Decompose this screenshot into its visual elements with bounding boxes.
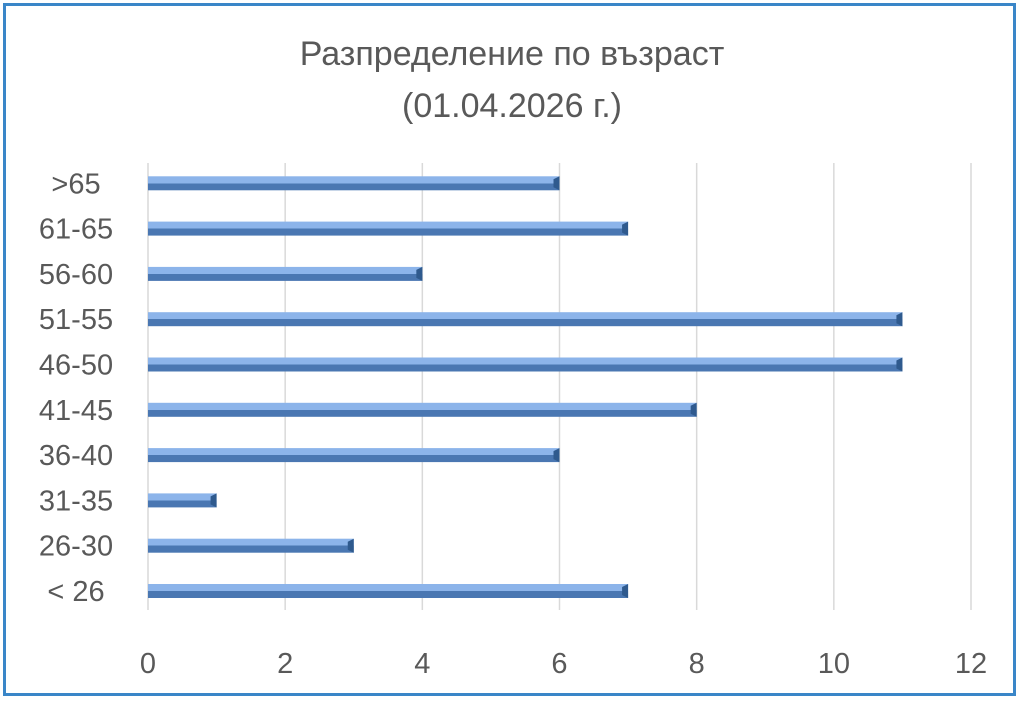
- x-tick-label: 8: [689, 648, 705, 680]
- y-category-label: >65: [51, 168, 100, 200]
- x-tick-label: 6: [551, 648, 567, 680]
- bar-end-cap: [690, 402, 697, 417]
- x-axis-tick-labels: 0 2 4 6 8 10 12: [140, 648, 987, 680]
- bar-56-60: [148, 266, 423, 281]
- y-category-label: 51-55: [39, 304, 113, 336]
- y-category-label: 46-50: [39, 350, 113, 382]
- bar-end-cap: [896, 357, 903, 372]
- bar-26-30: [148, 538, 354, 553]
- grid-lines: [147, 163, 972, 610]
- x-tick-label: 2: [277, 648, 293, 680]
- bar-end-cap: [622, 584, 629, 598]
- bar-end-cap: [416, 266, 423, 281]
- y-category-label: 31-35: [39, 485, 113, 517]
- bar-end-cap: [553, 176, 560, 191]
- bar-end-cap: [210, 493, 217, 508]
- y-category-label: 26-30: [39, 531, 113, 563]
- x-tick-label: 4: [414, 648, 430, 680]
- bar-31-35: [148, 493, 217, 508]
- x-tick-label: 0: [140, 648, 156, 680]
- bar-51-55: [148, 312, 903, 327]
- y-category-label: 56-60: [39, 259, 113, 291]
- y-category-label: < 26: [47, 576, 104, 608]
- bar-end-cap: [622, 221, 629, 236]
- bar-65: [148, 176, 560, 191]
- y-category-label: 36-40: [39, 440, 113, 472]
- y-category-label: 41-45: [39, 395, 113, 427]
- bar-61-65: [148, 221, 629, 236]
- chart-subtitle: (01.04.2026 г.): [402, 87, 622, 125]
- bar-41-45: [148, 402, 697, 417]
- y-category-label: 61-65: [39, 214, 113, 246]
- bar-end-cap: [896, 312, 903, 327]
- chart-title: Разпределение по възраст: [299, 35, 725, 73]
- bar-end-cap: [347, 538, 354, 553]
- chart-frame: [3, 3, 1016, 696]
- bars: [148, 176, 903, 598]
- x-tick-label: 12: [955, 648, 987, 680]
- bar-36-40: [148, 448, 560, 463]
- x-tick-label: 10: [818, 648, 850, 680]
- y-axis-category-labels: < 26 26-30 31-35 36-40 41-45 46-50 51-55 56-60 6…: [39, 168, 113, 608]
- bar-26: [148, 584, 629, 598]
- bar-46-50: [148, 357, 903, 372]
- bar-end-cap: [553, 448, 560, 463]
